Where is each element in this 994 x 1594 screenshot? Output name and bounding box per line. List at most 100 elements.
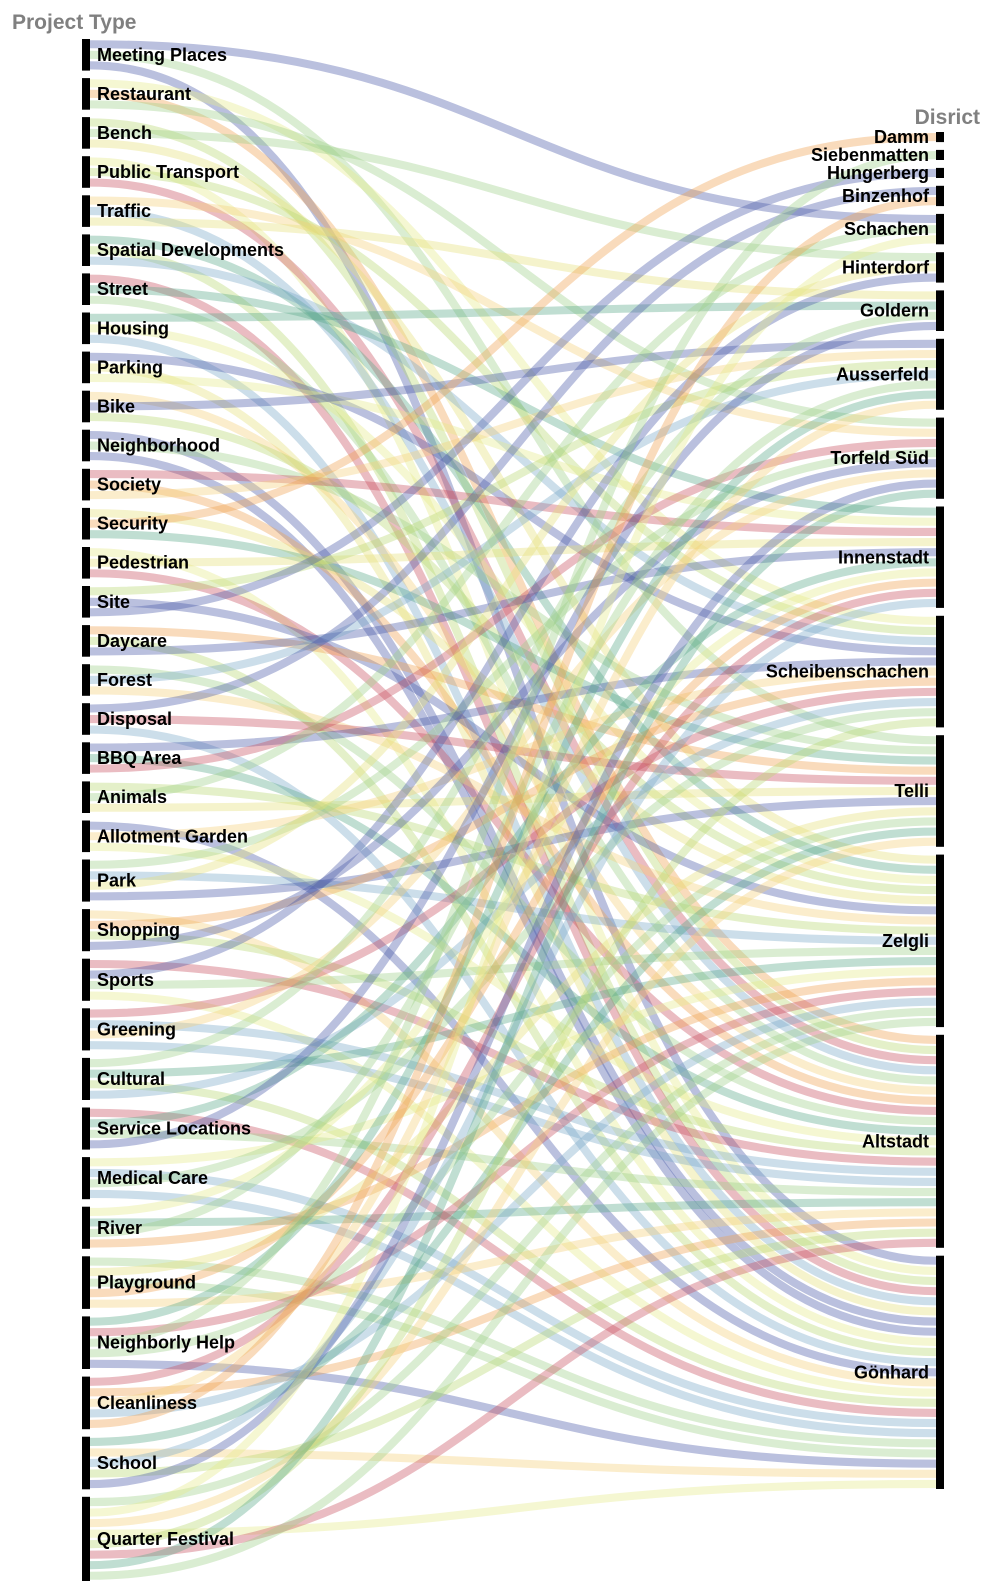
- left-node-label-public-transport: Public Transport: [97, 162, 239, 182]
- left-node-label-playground: Playground: [97, 1273, 196, 1293]
- link-quarter-festival-to-telli: [89, 837, 937, 1528]
- link-public-transport-to-gonhard: [89, 157, 937, 1275]
- left-node-bar-bike: [82, 390, 90, 423]
- left-node-label-bike: Bike: [97, 396, 135, 416]
- left-node-bar-shopping: [82, 909, 90, 952]
- link-cleanliness-to-zelgli: [89, 997, 937, 1418]
- left-node-bar-quarter-festival: [82, 1496, 90, 1581]
- link-restaurant-to-scheibenschachen: [89, 79, 937, 625]
- link-service-locations-to-gonhard: [89, 1108, 937, 1417]
- right-node-bar-zelgli: [936, 854, 944, 1028]
- right-node-label-zelgli: Zelgli: [882, 931, 929, 951]
- left-node-bar-bbq-area: [82, 742, 90, 774]
- right-node-label-hinterdorf: Hinterdorf: [842, 257, 930, 277]
- left-node-label-greening: Greening: [97, 1019, 176, 1039]
- link-medical-care-to-scheibenschachen: [89, 708, 937, 1188]
- link-school-to-torfeld-sud: [89, 479, 937, 1489]
- left-node-label-spatial-developments: Spatial Developments: [97, 240, 284, 260]
- link-housing-to-zelgli: [89, 324, 937, 884]
- link-meeting-places-to-telli: [89, 50, 937, 745]
- link-neighborly-help-to-ausserfeld: [89, 390, 937, 1326]
- left-node-bar-public-transport: [82, 156, 90, 188]
- right-node-label-damm: Damm: [874, 127, 929, 147]
- left-node-label-site: Site: [97, 592, 130, 612]
- left-node-bar-security: [82, 507, 90, 540]
- left-node-label-medical-care: Medical Care: [97, 1168, 208, 1188]
- link-cleanliness-to-altstadt: [89, 1218, 937, 1397]
- link-allotment-garden-to-scheibenschachen: [89, 667, 937, 841]
- left-node-bar-bench: [82, 117, 90, 149]
- left-node-label-service-locations: Service Locations: [97, 1119, 251, 1139]
- link-pedestrian-to-innenstadt: [89, 537, 937, 567]
- link-traffic-to-torfeld-sud: [89, 196, 937, 437]
- right-node-label-schachen: Schachen: [844, 219, 929, 239]
- link-street-to-altstadt: [89, 295, 937, 1085]
- link-greening-to-altstadt: [89, 1041, 937, 1186]
- link-shopping-to-altstadt: [89, 931, 937, 1156]
- link-security-to-zelgli: [89, 509, 937, 905]
- left-node-bar-playground: [82, 1256, 90, 1309]
- left-node-label-neighborly-help: Neighborly Help: [97, 1333, 235, 1353]
- link-bench-to-zelgli: [89, 139, 937, 864]
- left-node-bar-society: [82, 468, 90, 501]
- right-node-bar-torfeld-sud: [936, 417, 944, 499]
- right-node-label-binzenhof: Binzenhof: [842, 186, 930, 206]
- link-greening-to-torfeld-sud: [89, 469, 937, 1039]
- left-node-label-daycare: Daycare: [97, 631, 167, 651]
- link-cultural-to-zelgli: [89, 957, 937, 1078]
- link-bench-to-altstadt: [89, 118, 937, 1055]
- link-street-to-gonhard: [89, 274, 937, 1296]
- left-node-label-neighborhood: Neighborhood: [97, 436, 220, 456]
- link-restaurant-to-torfeld-sud: [89, 100, 937, 427]
- link-shopping-to-gonhard: [89, 910, 937, 1387]
- left-node-label-sports: Sports: [97, 970, 154, 990]
- link-society-to-altstadt: [89, 480, 937, 1105]
- link-neighborly-help-to-telli: [89, 817, 937, 1358]
- left-node-label-cultural: Cultural: [97, 1069, 165, 1089]
- link-medical-care-to-gonhard: [89, 1168, 937, 1428]
- link-neighborhood-to-gonhard: [89, 430, 937, 1326]
- link-quarter-festival-to-zelgli: [89, 1007, 937, 1507]
- left-node-bar-street: [82, 273, 90, 305]
- right-node-label-altstadt: Altstadt: [862, 1131, 929, 1151]
- link-traffic-to-goldern: [89, 217, 937, 300]
- left-node-bar-greening: [82, 1008, 90, 1051]
- right-node-label-scheibenschachen: Scheibenschachen: [766, 662, 929, 682]
- left-node-bar-housing: [82, 312, 90, 345]
- right-node-bar-telli: [936, 735, 944, 847]
- left-node-label-disposal: Disposal: [97, 709, 172, 729]
- left-node-label-meeting-places: Meeting Places: [97, 45, 227, 65]
- link-spatial-developments-to-zelgli: [89, 235, 937, 874]
- left-nodes-layer: Meeting Places Restaurant Bench Public Tran…: [82, 39, 284, 1581]
- left-node-bar-restaurant: [82, 78, 90, 110]
- link-shopping-to-torfeld-sud: [89, 459, 937, 951]
- left-node-label-housing: Housing: [97, 318, 169, 338]
- link-site-to-ausserfeld: [89, 360, 937, 596]
- left-node-bar-river: [82, 1206, 90, 1249]
- left-node-label-park: Park: [97, 871, 137, 891]
- link-bbq-area-to-scheibenschachen: [89, 657, 937, 752]
- right-node-bar-gonhard: [936, 1255, 944, 1489]
- link-security-to-telli: [89, 530, 937, 765]
- left-node-label-shopping: Shopping: [97, 920, 180, 940]
- link-neighborhood-to-gonhard: [89, 451, 937, 1336]
- left-node-bar-neighborly-help: [82, 1316, 90, 1369]
- link-cultural-to-scheibenschachen: [89, 697, 937, 1099]
- link-quarter-festival-to-torfeld-sud: [89, 489, 937, 1570]
- link-restaurant-to-altstadt: [89, 89, 937, 1044]
- right-node-label-telli: Telli: [894, 781, 929, 801]
- link-disposal-to-gonhard: [89, 725, 937, 1367]
- left-node-label-traffic: Traffic: [97, 201, 151, 221]
- links-layer: [89, 40, 937, 1580]
- link-security-to-damm: [89, 133, 937, 528]
- right-node-label-innenstadt: Innenstadt: [838, 547, 929, 567]
- left-node-bar-disposal: [82, 703, 90, 735]
- left-node-label-security: Security: [97, 514, 168, 534]
- link-site-to-hungerberg: [89, 168, 937, 617]
- left-node-bar-forest: [82, 664, 90, 696]
- link-daycare-to-telli: [89, 626, 937, 775]
- link-greening-to-altstadt: [89, 1020, 937, 1176]
- left-node-label-street: Street: [97, 279, 148, 299]
- right-node-bar-ausserfeld: [936, 338, 944, 410]
